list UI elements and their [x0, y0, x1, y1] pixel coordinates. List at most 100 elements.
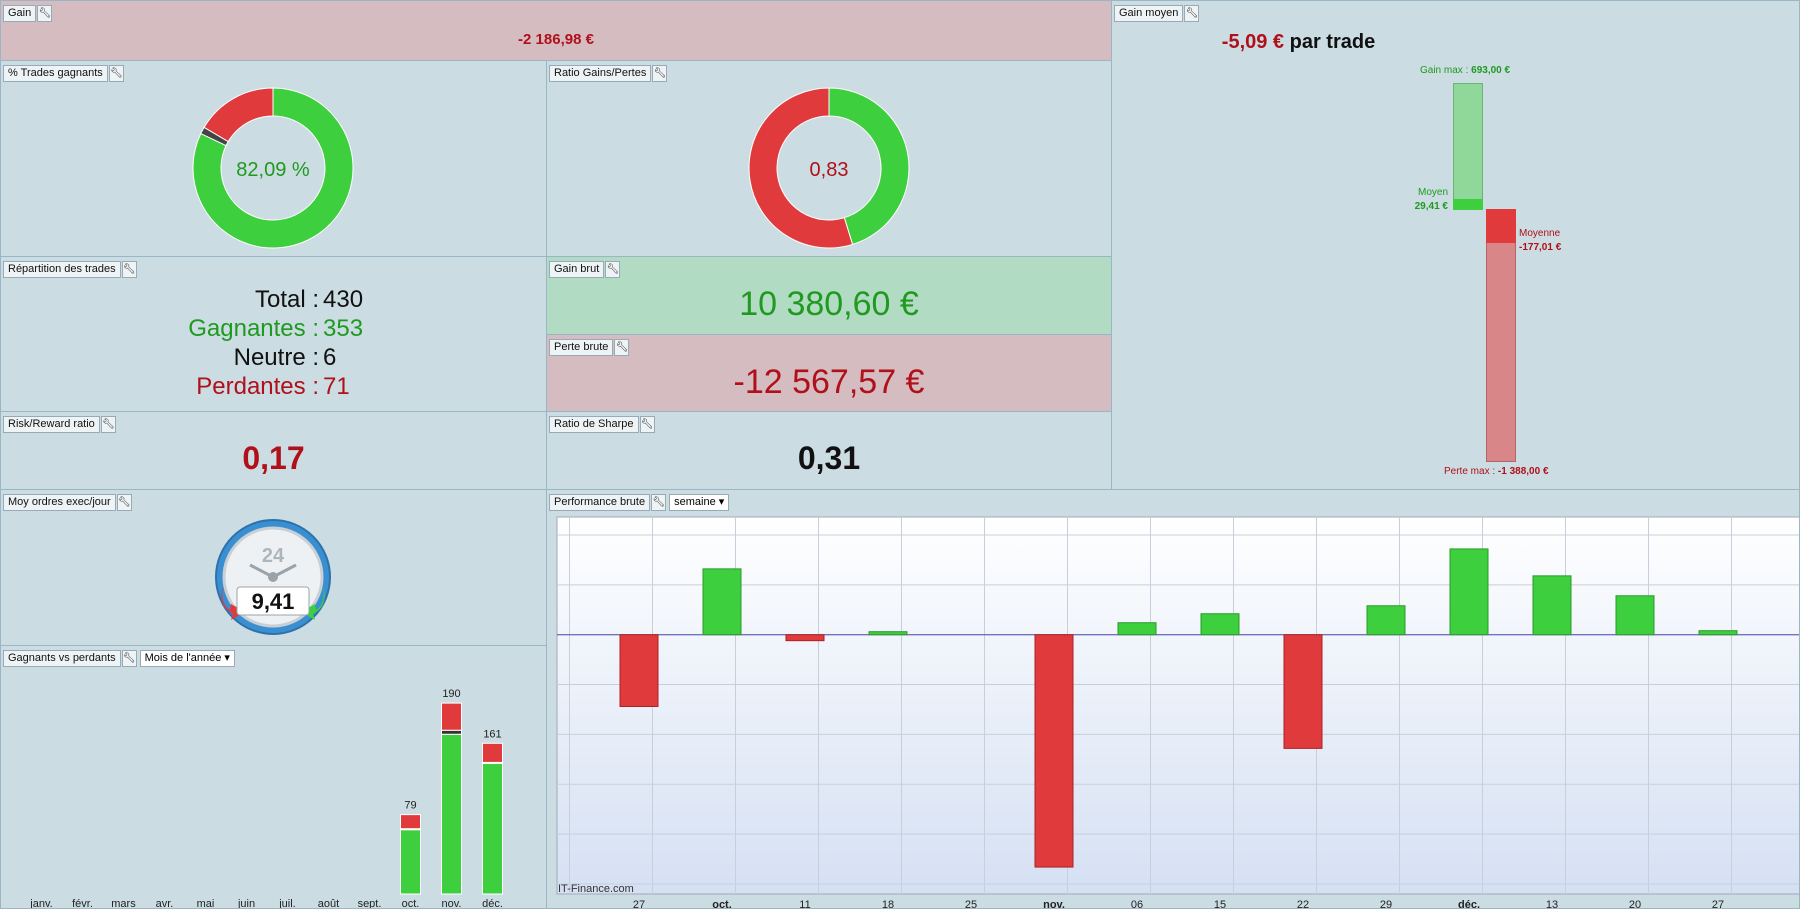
perf-watermark: IT-Finance.com	[558, 883, 634, 895]
gvp-total-label: 79	[404, 800, 416, 812]
donut-gains-slice	[828, 87, 910, 246]
moy-ordres-tab: Moy ordres exec/jour 🔧︎	[3, 494, 132, 511]
moy-ordres-value: 9,41	[252, 589, 295, 614]
wrench-icon[interactable]: 🔧︎	[108, 65, 124, 82]
perf-week-label: 22	[1297, 899, 1309, 909]
sharpe-title: Ratio de Sharpe	[549, 416, 639, 433]
perte-moyenne-bar	[1486, 209, 1516, 243]
perf-period-value: semaine	[674, 496, 716, 508]
risk-reward-title: Risk/Reward ratio	[3, 416, 100, 433]
ratio-gp-value: 0,83	[810, 159, 849, 181]
perf-loss-bar	[785, 634, 825, 642]
perf-period-select[interactable]: semaine ▾	[669, 494, 730, 511]
gvp-month-label: sept.	[358, 898, 382, 909]
gvp-win-bar	[400, 829, 421, 895]
ratio-gp-panel: Ratio Gains/Pertes 🔧︎ 0,83	[546, 60, 1112, 257]
risk-reward-panel: Risk/Reward ratio 🔧︎ 0,17	[0, 411, 547, 490]
gvp-month-label: avr.	[156, 898, 174, 909]
repartition-label: Perdantes :	[196, 373, 319, 400]
perf-gain-bar	[1200, 613, 1240, 636]
gain-value: -2 186,98 €	[518, 31, 594, 48]
gain-moyen-title: Gain moyen	[1114, 5, 1184, 22]
donut-losers-slice	[203, 87, 274, 143]
moyen-label: Moyen	[1417, 187, 1448, 198]
perf-tab: Performance brute 🔧︎ semaine ▾	[549, 494, 730, 511]
moy-ordres-title: Moy ordres exec/jour	[3, 494, 116, 511]
perf-week-label: 06	[1131, 899, 1143, 909]
repartition-row-neutre: Neutre : 6	[1, 343, 546, 372]
pct-trades-donut: 82,09 %	[192, 87, 354, 249]
perf-panel: Performance brute 🔧︎ semaine ▾ 27 oct. 11 1…	[546, 489, 1800, 909]
gain-title: Gain	[3, 5, 37, 22]
perf-loss-bar	[619, 634, 659, 707]
gvp-month-label: nov.	[442, 898, 462, 909]
perf-chart: 27 oct. 11 18 25 nov. 06 15 22 29 déc. 13 20 27	[556, 516, 1799, 909]
repartition-title: Répartition des trades	[3, 261, 121, 278]
risk-reward-value: 0,17	[242, 440, 305, 476]
wrench-icon[interactable]: 🔧︎	[121, 261, 137, 278]
wrench-icon[interactable]: 🔧︎	[121, 650, 137, 667]
gvp-month-label: oct.	[402, 898, 420, 909]
wrench-icon[interactable]: 🔧︎	[614, 339, 630, 356]
gvp-total-label: 190	[442, 688, 460, 700]
perte-brute-tab: Perte brute 🔧︎	[549, 339, 630, 356]
perf-gain-bar	[1449, 548, 1489, 636]
gain-panel: Gain 🔧︎ -2 186,98 €	[0, 0, 1112, 61]
gvp-month-label: déc.	[482, 898, 503, 909]
gain-tab: Gain 🔧︎	[3, 5, 53, 22]
gain-brut-title: Gain brut	[549, 261, 605, 278]
repartition-value: 71	[323, 373, 350, 400]
wrench-icon[interactable]: 🔧︎	[639, 416, 655, 433]
pct-trades-value: 82,09 %	[236, 159, 310, 181]
gvp-month-label: juil.	[278, 898, 296, 909]
sharpe-value: 0,31	[797, 440, 861, 476]
gain-brut-tab: Gain brut 🔧︎	[549, 261, 621, 278]
gain-moyen-panel: Gain moyen 🔧︎ -5,09 € par trade Gain max…	[1111, 0, 1800, 490]
gain-max-bar	[1453, 83, 1483, 210]
wrench-icon[interactable]: 🔧︎	[116, 494, 132, 511]
perf-gain-bar	[1117, 622, 1157, 636]
gain-moyen-headline-suffix: par trade	[1289, 31, 1376, 53]
gvp-chart: janv. févr. mars avr. mai juin juil. août sept. 7…	[29, 688, 503, 909]
perf-loss-bar	[1034, 634, 1074, 868]
pct-trades-tab: % Trades gagnants 🔧︎	[3, 65, 124, 82]
clock-label: 24	[262, 545, 285, 567]
gvp-period-select[interactable]: Mois de l'année ▾	[139, 650, 235, 667]
wrench-icon[interactable]: 🔧︎	[651, 494, 667, 511]
wrench-icon[interactable]: 🔧︎	[652, 65, 668, 82]
gvp-panel: Gagnants vs perdants 🔧︎ Mois de l'année …	[0, 645, 547, 909]
perf-week-label: 25	[965, 899, 977, 909]
repartition-label: Gagnantes :	[188, 315, 319, 342]
perf-week-label: 11	[799, 899, 810, 909]
repartition-value: 430	[323, 286, 364, 313]
pct-trades-panel: % Trades gagnants 🔧︎ 82,09 %	[0, 60, 547, 257]
moyenne-caption: Moyenne -177,01 €	[1519, 227, 1561, 255]
wrench-icon[interactable]: 🔧︎	[100, 416, 116, 433]
repartition-tab: Répartition des trades 🔧︎	[3, 261, 137, 278]
perte-max-label: Perte max :	[1444, 466, 1496, 477]
perte-max-value: -1 388,00 €	[1497, 466, 1549, 477]
wrench-icon[interactable]: 🔧︎	[605, 261, 621, 278]
gvp-loss-bar	[400, 814, 421, 830]
perf-week-label: 13	[1546, 899, 1558, 909]
repartition-row-perdantes: Perdantes : 71	[1, 372, 546, 401]
gvp-title: Gagnants vs perdants	[3, 650, 121, 667]
wrench-icon[interactable]: 🔧︎	[1184, 5, 1200, 22]
moyenne-label: Moyenne	[1519, 228, 1561, 239]
gvp-month-label: mai	[197, 898, 215, 909]
repartition-value: 353	[323, 315, 364, 342]
perte-max-bar	[1486, 209, 1516, 462]
sharpe-tab: Ratio de Sharpe 🔧︎	[549, 416, 655, 433]
repartition-row-gagnantes: Gagnantes : 353	[1, 314, 546, 343]
gvp-period-value: Mois de l'année	[144, 652, 222, 664]
gvp-loss-bar	[482, 742, 503, 763]
sharpe-panel: Ratio de Sharpe 🔧︎ 0,31	[546, 411, 1112, 490]
gvp-month-label: févr.	[72, 898, 93, 909]
moyen-value: 29,41 €	[1414, 201, 1448, 212]
chevron-down-icon: ▾	[718, 496, 725, 508]
gvp-month-label: janv.	[29, 898, 52, 909]
gain-max-caption: Gain max : 693,00 €	[1420, 65, 1510, 76]
wrench-icon[interactable]: 🔧︎	[37, 5, 53, 22]
gvp-month-label: mars	[111, 898, 136, 909]
gvp-tab: Gagnants vs perdants 🔧︎ Mois de l'année …	[3, 650, 235, 667]
